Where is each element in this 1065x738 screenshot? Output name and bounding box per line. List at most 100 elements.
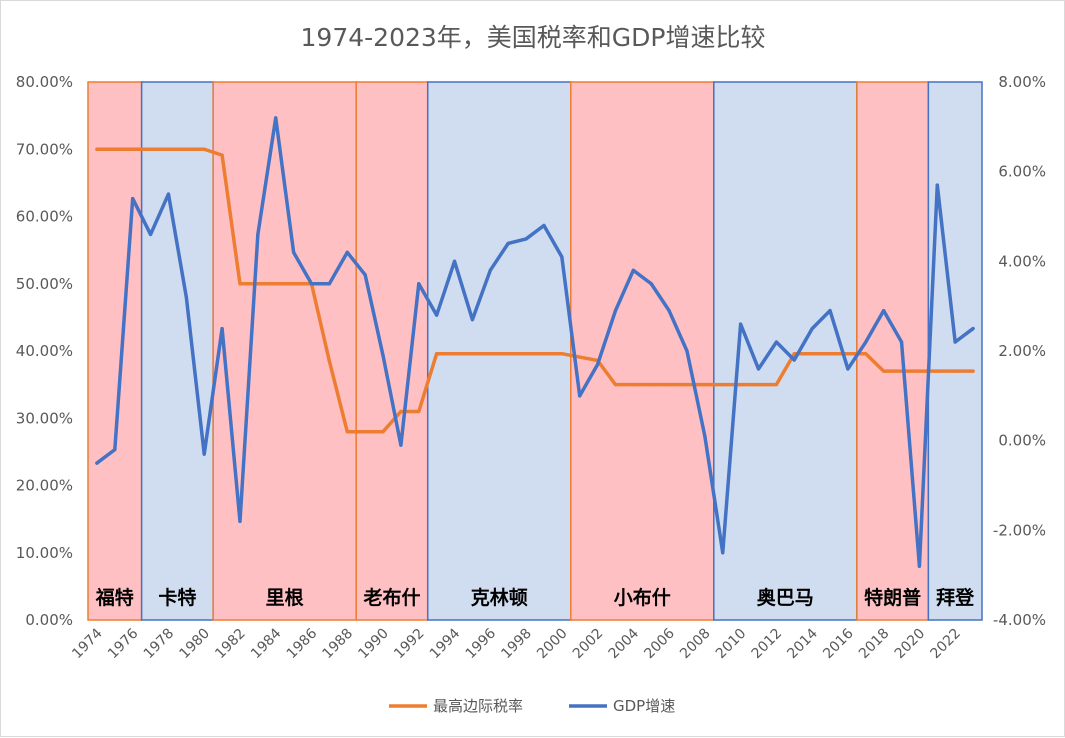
data-point: [166, 192, 171, 196]
x-axis-tick-label: 1994: [427, 625, 464, 662]
data-point: [631, 383, 635, 387]
data-point: [595, 362, 600, 367]
data-point: [452, 259, 457, 263]
x-axis-tick-label: 2016: [820, 625, 857, 662]
data-point: [792, 352, 796, 356]
data-point: [292, 250, 296, 254]
data-point: [381, 430, 385, 434]
data-point: [864, 340, 868, 344]
data-point: [238, 519, 242, 523]
x-axis-ticks: 1974 1976 1978 1980 1982 1984 1986 1988 1990 1992…: [69, 625, 964, 662]
period-label: 老布什: [363, 586, 420, 609]
x-axis-tick-label: 1982: [212, 626, 249, 663]
data-point: [113, 147, 117, 151]
data-point: [95, 461, 99, 465]
data-point: [953, 369, 957, 373]
legend: 最高边际税率 GDP增速: [389, 697, 675, 715]
legend-label: GDP增速: [613, 697, 675, 715]
x-axis-tick-label: 2000: [534, 626, 571, 663]
left-axis-tick-label: 20.00%: [16, 477, 73, 495]
left-axis-tick-label: 40.00%: [16, 342, 73, 360]
x-axis-tick-label: 1976: [105, 625, 142, 662]
data-point: [917, 369, 922, 373]
data-point: [899, 340, 904, 344]
data-point: [148, 147, 153, 151]
data-point: [721, 551, 725, 555]
period-label: 克林顿: [471, 586, 528, 609]
chart-title: 1974-2023年，美国税率和GDP增速比较: [301, 23, 766, 52]
x-axis-tick-label: 2004: [606, 625, 643, 662]
period-label: 卡特: [158, 586, 196, 609]
data-point: [131, 147, 135, 151]
data-point: [810, 326, 814, 331]
data-point: [202, 147, 206, 151]
data-point: [971, 369, 975, 373]
x-axis-tick-label: 1988: [320, 626, 357, 663]
left-axis-tick-label: 50.00%: [16, 275, 73, 293]
x-axis-tick-label: 1998: [498, 626, 535, 663]
data-point: [327, 282, 331, 286]
data-point: [935, 369, 939, 373]
data-point: [381, 353, 385, 358]
data-point: [739, 322, 743, 326]
data-point: [542, 352, 546, 356]
data-point: [274, 116, 278, 120]
data-point: [882, 309, 886, 313]
data-point: [810, 352, 814, 356]
data-point: [452, 352, 457, 356]
data-point: [184, 295, 188, 299]
data-point: [327, 359, 331, 363]
left-axis-tick-label: 60.00%: [16, 208, 73, 226]
left-axis-tick-label: 70.00%: [16, 140, 73, 158]
x-axis-tick-label: 2022: [927, 626, 964, 663]
data-point: [792, 358, 796, 362]
data-point: [166, 147, 171, 151]
period-band-9: [927, 81, 983, 621]
data-point: [256, 282, 260, 286]
period-band-2: [140, 81, 214, 621]
period-label: 福特: [95, 586, 134, 609]
presidential-periods: [87, 81, 983, 621]
x-axis-tick-label: 2014: [784, 625, 821, 662]
data-point: [631, 268, 635, 272]
data-point: [756, 367, 761, 371]
right-axis-tick-label: 8.00%: [998, 73, 1046, 91]
data-point: [309, 282, 314, 286]
x-axis-tick-label: 2006: [641, 625, 678, 662]
data-point: [148, 232, 153, 237]
right-axis-tick-label: 4.00%: [998, 252, 1046, 270]
data-point: [435, 313, 439, 317]
period-label: 拜登: [936, 586, 975, 609]
data-point: [220, 326, 224, 331]
period-band-5: [426, 81, 572, 621]
data-point: [935, 183, 939, 187]
data-point: [846, 352, 850, 356]
data-point: [953, 340, 957, 344]
series-line-2: [95, 116, 975, 568]
data-point: [721, 383, 725, 387]
right-axis-tick-label: -2.00%: [993, 521, 1046, 539]
right-axis-ticks: -4.00% -2.00% 0.00% 2.00% 4.00% 6.00% 8.00%: [993, 73, 1046, 629]
legend-label: 最高边际税率: [433, 697, 523, 715]
data-point: [363, 273, 367, 277]
data-point: [685, 383, 689, 387]
x-axis-tick-label: 1974: [69, 625, 106, 662]
period-label: 奥巴马: [757, 586, 814, 609]
x-axis-tick-label: 1986: [284, 625, 321, 662]
x-axis-tick-label: 1980: [177, 626, 214, 663]
x-axis-tick-label: 2010: [713, 626, 750, 663]
data-point: [578, 394, 582, 398]
data-point: [488, 268, 492, 272]
x-axis-tick-label: 2018: [856, 626, 893, 663]
data-point: [739, 383, 743, 387]
data-point: [292, 282, 296, 286]
x-axis-tick-label: 1992: [391, 626, 428, 663]
data-point: [202, 452, 206, 456]
data-point: [95, 147, 99, 151]
data-point: [220, 153, 224, 157]
data-point: [685, 349, 689, 353]
data-point: [399, 409, 403, 414]
data-point: [417, 409, 421, 414]
period-band-4: [355, 81, 429, 621]
